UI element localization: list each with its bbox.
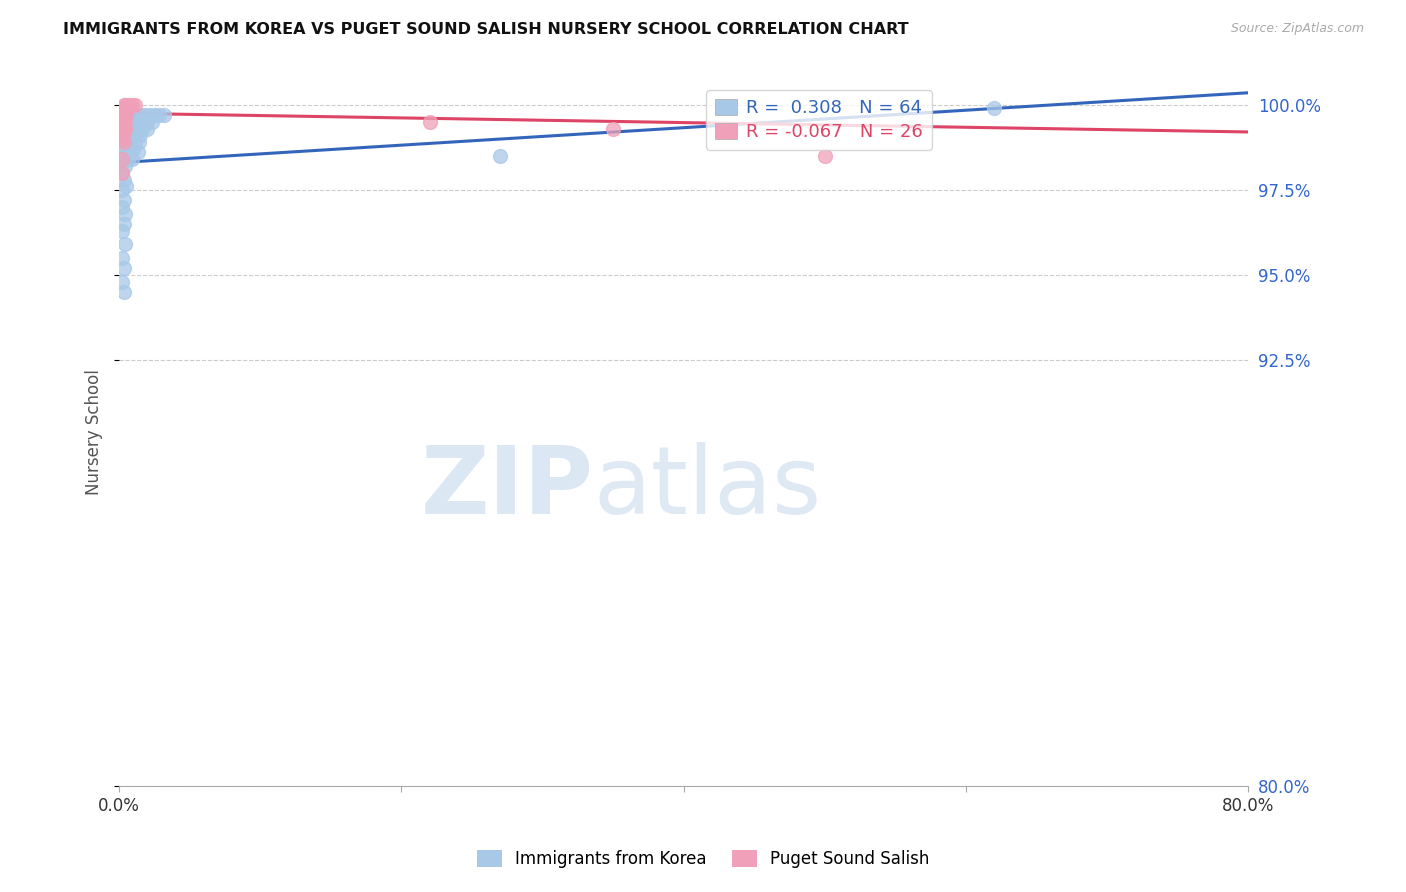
Point	[121, 125, 143, 139]
Point	[118, 97, 141, 112]
Point	[111, 104, 134, 119]
Point	[129, 128, 152, 143]
Point	[139, 108, 162, 122]
Point	[153, 108, 176, 122]
Point	[118, 142, 141, 156]
Point	[120, 132, 142, 146]
Point	[112, 125, 135, 139]
Point	[112, 138, 135, 153]
Point	[141, 114, 163, 128]
Point	[131, 121, 153, 136]
Point	[124, 114, 146, 128]
Text: IMMIGRANTS FROM KOREA VS PUGET SOUND SALISH NURSERY SCHOOL CORRELATION CHART: IMMIGRANTS FROM KOREA VS PUGET SOUND SAL…	[63, 22, 908, 37]
Point	[112, 112, 135, 126]
Point	[111, 108, 134, 122]
Point	[112, 118, 135, 132]
Point	[112, 261, 135, 276]
Point	[114, 149, 136, 163]
Point	[117, 104, 139, 119]
Point	[121, 152, 143, 166]
Point	[125, 125, 148, 139]
Point	[134, 108, 156, 122]
Point	[115, 132, 138, 146]
Point	[118, 118, 141, 132]
Point	[136, 121, 159, 136]
Point	[983, 101, 1005, 115]
Point	[111, 200, 134, 214]
Point	[111, 121, 134, 136]
Point	[112, 217, 135, 231]
Point	[114, 125, 136, 139]
Point	[419, 114, 441, 128]
Point	[115, 108, 138, 122]
Point	[111, 183, 134, 197]
Point	[114, 104, 136, 119]
Point	[128, 135, 150, 149]
Point	[124, 135, 146, 149]
Point	[114, 104, 136, 119]
Point	[814, 149, 837, 163]
Point	[117, 125, 139, 139]
Y-axis label: Nursery School: Nursery School	[86, 369, 103, 495]
Point	[114, 114, 136, 128]
Text: ZIP: ZIP	[420, 442, 593, 534]
Point	[115, 179, 138, 194]
Point	[114, 237, 136, 252]
Legend: Immigrants from Korea, Puget Sound Salish: Immigrants from Korea, Puget Sound Salis…	[470, 843, 936, 875]
Point	[112, 128, 135, 143]
Point	[132, 114, 155, 128]
Point	[112, 118, 135, 132]
Point	[111, 166, 134, 180]
Point	[114, 159, 136, 173]
Point	[122, 108, 145, 122]
Point	[121, 112, 143, 126]
Point	[118, 112, 141, 126]
Text: Source: ZipAtlas.com: Source: ZipAtlas.com	[1230, 22, 1364, 36]
Point	[128, 114, 150, 128]
Point	[111, 166, 134, 180]
Point	[114, 121, 136, 136]
Point	[115, 138, 138, 153]
Point	[111, 251, 134, 265]
Point	[111, 132, 134, 146]
Point	[112, 112, 135, 126]
Point	[117, 152, 139, 166]
Point	[111, 152, 134, 166]
Point	[121, 97, 143, 112]
Point	[148, 108, 170, 122]
Point	[114, 207, 136, 221]
Point	[111, 114, 134, 128]
Point	[122, 118, 145, 132]
Point	[129, 108, 152, 122]
Point	[122, 142, 145, 156]
Point	[115, 118, 138, 132]
Point	[112, 285, 135, 299]
Point	[117, 101, 139, 115]
Point	[124, 97, 146, 112]
Point	[125, 108, 148, 122]
Point	[114, 101, 136, 115]
Point	[112, 172, 135, 186]
Point	[127, 145, 149, 160]
Point	[112, 135, 135, 149]
Point	[112, 193, 135, 207]
Text: atlas: atlas	[593, 442, 821, 534]
Point	[111, 224, 134, 238]
Point	[112, 97, 135, 112]
Point	[127, 121, 149, 136]
Point	[143, 108, 166, 122]
Point	[120, 108, 142, 122]
Legend: R =  0.308   N = 64, R = -0.067   N = 26: R = 0.308 N = 64, R = -0.067 N = 26	[706, 90, 932, 150]
Point	[111, 128, 134, 143]
Point	[111, 275, 134, 289]
Point	[111, 149, 134, 163]
Point	[111, 155, 134, 169]
Point	[115, 97, 138, 112]
Point	[115, 112, 138, 126]
Point	[489, 149, 512, 163]
Point	[602, 121, 624, 136]
Point	[136, 114, 159, 128]
